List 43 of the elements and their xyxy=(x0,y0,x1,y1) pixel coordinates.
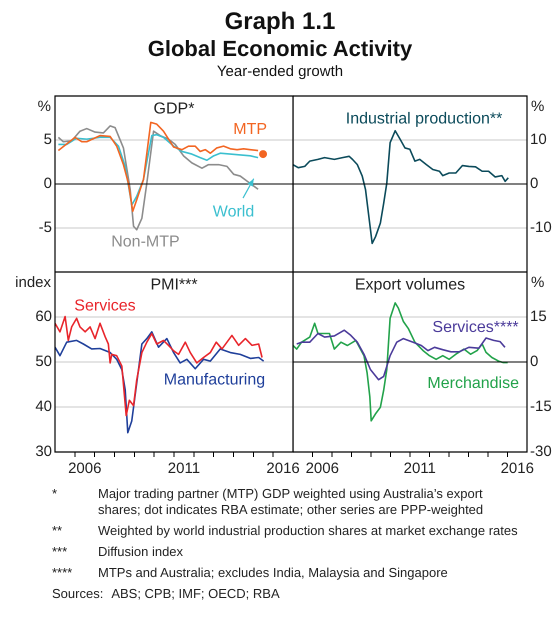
chart-title: PMI*** xyxy=(150,276,198,294)
series-label: Merchandise xyxy=(427,375,520,392)
y-axis-title: % xyxy=(38,98,51,116)
x-tick-label: 2006 xyxy=(68,460,102,478)
y-tick-label: 0 xyxy=(530,175,538,192)
y-axis-title: index xyxy=(15,274,52,292)
y-tick-label: 50 xyxy=(35,353,52,370)
series-label: Industrial production** xyxy=(346,110,502,128)
y-tick-label: 15 xyxy=(530,308,547,326)
y-tick-label: 0 xyxy=(44,175,52,192)
x-tick-label: 2016 xyxy=(500,460,534,478)
y-tick-label: -10 xyxy=(530,219,552,236)
y-tick-label: -5 xyxy=(38,219,52,236)
text: ** Weighted by world industrial production shares at market exchange rates xyxy=(52,523,518,538)
y-axis-title: % xyxy=(531,98,544,116)
x-tick-label: 2016 xyxy=(266,460,300,478)
y-tick-label: 40 xyxy=(35,398,52,416)
y-tick-label: 30 xyxy=(35,443,52,460)
text: Year-ended growth xyxy=(216,62,344,82)
y-axis-title: % xyxy=(531,274,544,292)
chart-title: GDP* xyxy=(154,100,194,118)
y-tick-label: 5 xyxy=(44,131,52,148)
text: Graph 1.1 xyxy=(224,8,336,36)
text: **** MTPs and Australia; excludes India, Malaysia and Singapore xyxy=(52,565,448,580)
text: *** Diffusion index xyxy=(52,544,184,559)
text: * Major trading partner (MTP) GDP weighted using Australia’s export shares; dot indicates RBA estimate; other series are PPP-weighted xyxy=(52,486,484,517)
text: Global Economic Activity xyxy=(146,36,414,62)
chart-title: Export volumes xyxy=(354,276,466,294)
series-label: MTP xyxy=(233,120,268,138)
y-tick-label: 0 xyxy=(530,353,538,370)
x-tick-label: 2011 xyxy=(404,460,436,478)
y-tick-label: 10 xyxy=(530,131,547,148)
source-note: Sources: ABS; CPB; IMF; OECD; RBA xyxy=(52,586,280,602)
series-label: Non-MTP xyxy=(111,233,180,250)
series-label: Services xyxy=(74,298,136,315)
series-label: Services**** xyxy=(432,319,519,336)
y-tick-label: -15 xyxy=(530,398,552,416)
x-tick-label: 2011 xyxy=(168,460,200,478)
x-tick-label: 2006 xyxy=(306,460,339,478)
series-label: Manufacturing xyxy=(164,371,266,388)
legend-label: World xyxy=(212,204,254,221)
y-tick-label: -30 xyxy=(530,443,552,460)
y-tick-label: 60 xyxy=(35,308,52,326)
